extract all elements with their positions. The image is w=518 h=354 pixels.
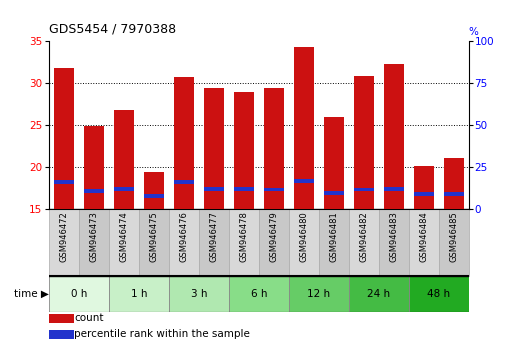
Bar [109,276,169,312]
Text: time ▶: time ▶ [15,289,49,299]
Text: GSM946483: GSM946483 [390,211,398,262]
Bar [79,209,109,276]
Text: GSM946475: GSM946475 [150,211,159,262]
Bar [49,209,79,276]
Bar [379,209,409,276]
Bar [169,276,229,312]
Bar [319,209,349,276]
Text: 24 h: 24 h [367,289,391,299]
Bar [169,209,199,276]
Text: GSM946476: GSM946476 [180,211,189,262]
Bar [54,68,74,209]
Text: GSM946482: GSM946482 [359,211,368,262]
Bar [234,187,254,190]
Text: 12 h: 12 h [307,289,330,299]
Bar [414,192,434,196]
Bar [354,188,373,192]
Bar [49,276,109,312]
Bar [204,88,224,209]
Bar [109,209,139,276]
Bar [384,187,404,190]
Bar [324,117,343,209]
Text: percentile rank within the sample: percentile rank within the sample [75,329,250,339]
Bar [204,187,224,190]
Bar [54,180,74,184]
Bar [145,172,164,209]
Bar [84,126,104,209]
Text: GSM946481: GSM946481 [329,211,338,262]
Bar [139,209,169,276]
Bar [444,192,464,196]
Text: GSM946472: GSM946472 [60,211,69,262]
Text: GSM946473: GSM946473 [90,211,98,262]
Bar [259,209,289,276]
Bar [264,88,284,209]
Text: GSM946474: GSM946474 [120,211,128,262]
Bar [349,209,379,276]
Text: %: % [469,27,479,37]
Bar [229,209,259,276]
Text: GSM946477: GSM946477 [210,211,219,262]
Bar [199,209,229,276]
Bar [384,64,404,209]
Bar [349,276,409,312]
Bar [294,47,314,209]
Text: count: count [75,313,104,323]
Bar [49,314,75,323]
Text: GSM946478: GSM946478 [239,211,249,262]
Bar [175,180,194,184]
Text: 3 h: 3 h [191,289,207,299]
Text: 48 h: 48 h [427,289,450,299]
Bar [49,330,75,339]
Text: 1 h: 1 h [131,289,147,299]
Bar [114,187,134,190]
Bar [354,76,373,209]
Bar [264,188,284,192]
Bar [444,158,464,209]
Bar [414,166,434,209]
Text: 6 h: 6 h [251,289,267,299]
Bar [409,209,439,276]
Text: GSM946479: GSM946479 [269,211,279,262]
Bar [114,110,134,209]
Bar [409,276,469,312]
Bar [145,194,164,198]
Text: GSM946480: GSM946480 [299,211,308,262]
Text: GDS5454 / 7970388: GDS5454 / 7970388 [49,22,176,35]
Bar [294,179,314,183]
Text: GSM946484: GSM946484 [420,211,428,262]
Bar [324,191,343,195]
Bar [229,276,289,312]
Bar [289,276,349,312]
Bar [439,209,469,276]
Text: GSM946485: GSM946485 [449,211,458,262]
Bar [84,189,104,193]
Bar [289,209,319,276]
Text: 0 h: 0 h [71,289,88,299]
Bar [234,92,254,209]
Bar [175,77,194,209]
